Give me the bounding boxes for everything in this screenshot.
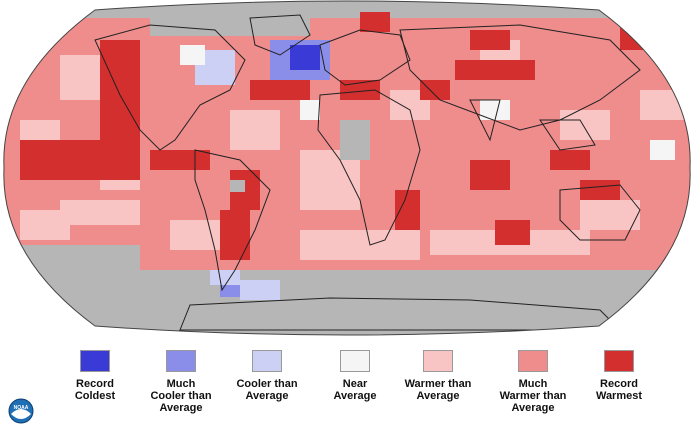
near-average-cell <box>300 100 320 120</box>
record-warmest-cell <box>495 220 530 245</box>
legend-item-much-warmer: Much Warmer than Average <box>478 350 588 414</box>
record-warmest-cell <box>580 180 620 200</box>
record-warmest-cell <box>620 20 650 50</box>
continent-australia <box>559 184 641 241</box>
continent-antarctica <box>179 297 622 331</box>
warmer-cell <box>300 230 420 260</box>
cooler-cell <box>240 280 280 300</box>
record-warmest-cell <box>470 30 510 50</box>
legend-item-record-warmest: Record Warmest <box>564 350 674 402</box>
no-data-central-africa <box>340 120 370 160</box>
anomaly-cells <box>3 1 691 335</box>
warmer-cell <box>230 110 280 150</box>
legend-item-cooler: Cooler than Average <box>212 350 322 402</box>
legend-swatch <box>423 350 453 372</box>
continent-southeast-asia <box>539 119 596 151</box>
near-average-cell <box>650 140 675 160</box>
near-average-cell <box>480 100 510 120</box>
record-warmest-cell <box>420 80 450 100</box>
legend-label: Record Warmest <box>595 378 643 402</box>
warmer-cell <box>580 200 640 230</box>
record-coldest-cell <box>290 45 320 70</box>
legend-swatch <box>518 350 548 372</box>
record-warmest-cell <box>340 80 380 100</box>
no-data-south-pacific <box>3 245 140 275</box>
record-warmest-cell <box>250 80 310 100</box>
legend: Record Coldest Much Cooler than Average Co… <box>0 336 694 422</box>
warmer-cell <box>560 110 610 140</box>
world-map-svg <box>3 0 691 336</box>
no-data-antarctic <box>3 270 691 335</box>
temperature-anomaly-map <box>3 0 691 336</box>
globe-outline <box>3 0 691 336</box>
no-data-greenland-sea <box>150 18 310 36</box>
record-warmest-cell <box>550 150 590 170</box>
legend-label: Record Coldest <box>74 378 116 402</box>
continent-north-america <box>94 24 246 151</box>
continent-greenland <box>249 14 311 56</box>
legend-label: Much Cooler than Average <box>150 378 212 414</box>
continents <box>94 14 641 331</box>
cooler-cell <box>210 270 240 285</box>
warmer-cell <box>640 90 690 120</box>
legend-swatch <box>340 350 370 372</box>
legend-swatch <box>166 350 196 372</box>
legend-label: Much Warmer than Average <box>499 378 567 414</box>
continent-south-america <box>194 149 271 292</box>
legend-item-much-cooler: Much Cooler than Average <box>126 350 236 414</box>
record-warmest-cell <box>20 140 140 180</box>
legend-swatch <box>604 350 634 372</box>
legend-item-record-coldest: Record Coldest <box>40 350 150 402</box>
legend-item-warmer: Warmer than Average <box>383 350 493 402</box>
warmer-cell <box>20 210 70 240</box>
much-cooler-cell <box>220 285 240 297</box>
record-warmest-cell <box>455 60 535 80</box>
legend-swatch <box>252 350 282 372</box>
record-warmest-cell <box>220 210 250 260</box>
noaa-logo-text: NOAA <box>14 405 29 411</box>
legend-swatch <box>80 350 110 372</box>
no-data-amazon <box>230 180 245 192</box>
legend-label: Warmer than Average <box>404 378 472 402</box>
record-warmest-cell <box>470 160 510 190</box>
noaa-logo-icon: NOAA <box>8 398 34 424</box>
record-warmest-cell <box>150 150 210 170</box>
continent-india <box>469 99 501 142</box>
near-average-cell <box>180 45 205 65</box>
continent-europe <box>319 29 411 86</box>
continent-africa <box>317 89 421 246</box>
record-warmest-cell <box>395 190 420 230</box>
warmer-cell <box>60 200 140 225</box>
legend-label: Cooler than Average <box>236 378 298 402</box>
map-body <box>3 1 691 335</box>
legend-item-near-average: Near Average <box>300 350 410 402</box>
legend-label: Near Average <box>333 378 377 402</box>
record-warmest-cell <box>360 12 390 32</box>
